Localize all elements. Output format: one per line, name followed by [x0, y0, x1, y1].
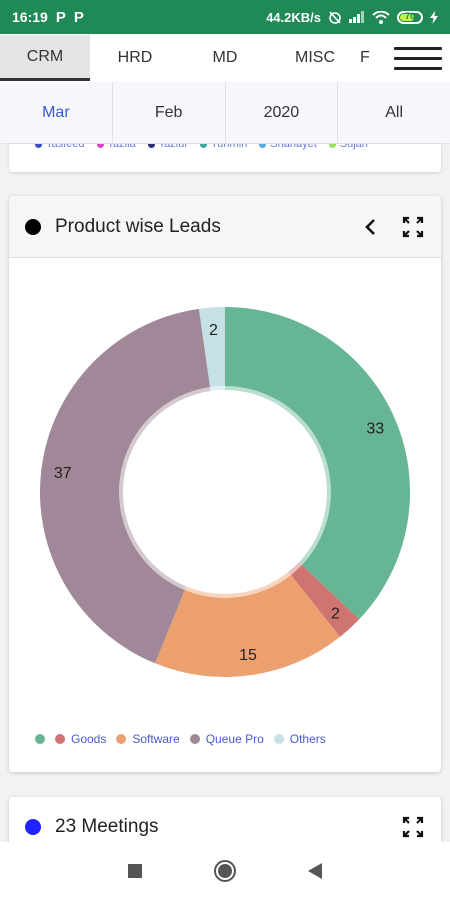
header-dot-icon	[25, 218, 41, 235]
legend-label: Others	[289, 732, 326, 746]
legend-label: Taziur	[158, 144, 188, 150]
tab-f[interactable]: F	[360, 49, 370, 66]
legend-label: Software	[132, 732, 180, 746]
donut-chart: 33 2 15 37 2	[40, 307, 411, 677]
legend-label: Tasfeed	[46, 144, 85, 150]
legend-item[interactable]: Goods	[55, 732, 106, 746]
legend-item: Taziur	[147, 144, 188, 150]
home-icon[interactable]	[213, 859, 237, 883]
legend-dot	[116, 734, 127, 744]
slice-value-label: 15	[239, 647, 257, 664]
donut-slice[interactable]	[198, 307, 225, 392]
app-notification-icon: P	[55, 8, 66, 26]
tab-md[interactable]: MD	[212, 49, 238, 66]
meetings-title: 23 Meetings	[55, 816, 159, 837]
fullscreen-icon[interactable]	[401, 815, 425, 839]
wifi-icon	[372, 10, 390, 24]
legend-dot	[328, 144, 336, 148]
slice-value-label: 33	[366, 420, 384, 437]
legend-dot	[259, 144, 267, 148]
donut-slice[interactable]	[40, 308, 211, 664]
legend-label: Sujan	[339, 144, 368, 150]
legend-dot	[189, 734, 200, 744]
donut-chart-area: 33 2 15 37 2 Goods Software Queue Pro Others	[9, 258, 441, 746]
fullscreen-icon[interactable]	[401, 215, 425, 239]
legend-dot	[35, 144, 42, 148]
network-speed: 44.2KB/s	[266, 9, 321, 25]
meetings-dot-icon	[25, 819, 41, 835]
status-bar: 16:19 P P 44.2KB/s 70	[0, 0, 450, 34]
card-header: Product wise Leads	[9, 196, 441, 258]
legend-item[interactable]: Others	[273, 732, 326, 746]
legend-item[interactable]	[35, 734, 45, 744]
legend-dot	[35, 734, 45, 744]
legend-item: Sujan	[328, 144, 368, 150]
donut-inner-ring	[119, 386, 331, 598]
chevron-left-icon[interactable]	[359, 215, 383, 239]
card-title: Product wise Leads	[55, 215, 221, 237]
period-mar[interactable]: Mar	[0, 82, 113, 143]
app-notification-icon: P	[73, 8, 84, 26]
battery-icon: 70	[397, 10, 423, 24]
legend-item: Shahayet	[259, 144, 317, 150]
slice-value-label: 2	[209, 322, 218, 339]
tab-hrd[interactable]: HRD	[117, 49, 153, 66]
legend-item: Tuhmin	[200, 144, 247, 150]
legend-item: Tasfeed	[35, 144, 85, 150]
donut-slice[interactable]	[288, 562, 360, 637]
legend-dot	[55, 734, 65, 744]
donut-hole	[135, 402, 315, 582]
legend-item[interactable]: Queue Pro	[189, 732, 264, 746]
period-feb[interactable]: Feb	[113, 82, 226, 143]
slice-value-label: 37	[54, 465, 72, 482]
previous-card-legend: Tasfeed Tazlia Taziur Tuhmin Shahayet Sujan	[35, 144, 368, 150]
legend-label: Tazlia	[107, 144, 136, 150]
recents-icon[interactable]	[127, 863, 143, 879]
chart-legend: Goods Software Queue Pro Others	[35, 732, 326, 746]
alarm-off-icon	[329, 11, 341, 24]
signal-icon	[349, 11, 364, 23]
period-year[interactable]: 2020	[226, 82, 339, 143]
legend-label: Goods	[71, 732, 107, 746]
legend-dot	[200, 144, 207, 148]
donut-slice[interactable]	[225, 307, 411, 620]
legend-dot	[147, 144, 155, 148]
module-tabs: CRM HRD MD MISC F	[0, 34, 450, 82]
legend-label: Tuhmin	[211, 144, 248, 150]
legend-label: Shahayet	[270, 144, 317, 150]
donut-slice[interactable]	[154, 571, 340, 677]
charging-icon	[430, 10, 438, 24]
legend-item[interactable]: Software	[116, 732, 180, 746]
legend-label: Queue Pro	[205, 732, 264, 746]
period-selector: Mar Feb 2020 All	[0, 82, 450, 144]
previous-card: Tasfeed Tazlia Taziur Tuhmin Shahayet Sujan	[9, 144, 441, 172]
menu-icon[interactable]	[394, 40, 442, 76]
legend-item: Tazlia	[96, 144, 136, 150]
tab-crm[interactable]: CRM	[0, 35, 90, 81]
product-leads-card: Product wise Leads 33 2 15 37 2 Goods Softwar…	[9, 196, 441, 772]
navigation-bar	[0, 842, 450, 900]
status-time: 16:19	[12, 9, 48, 25]
legend-dot	[96, 144, 104, 148]
tab-misc[interactable]: MISC	[295, 49, 335, 66]
slice-value-label: 2	[331, 606, 340, 623]
legend-dot	[273, 734, 284, 744]
period-all[interactable]: All	[385, 103, 404, 121]
back-icon[interactable]	[307, 862, 323, 880]
